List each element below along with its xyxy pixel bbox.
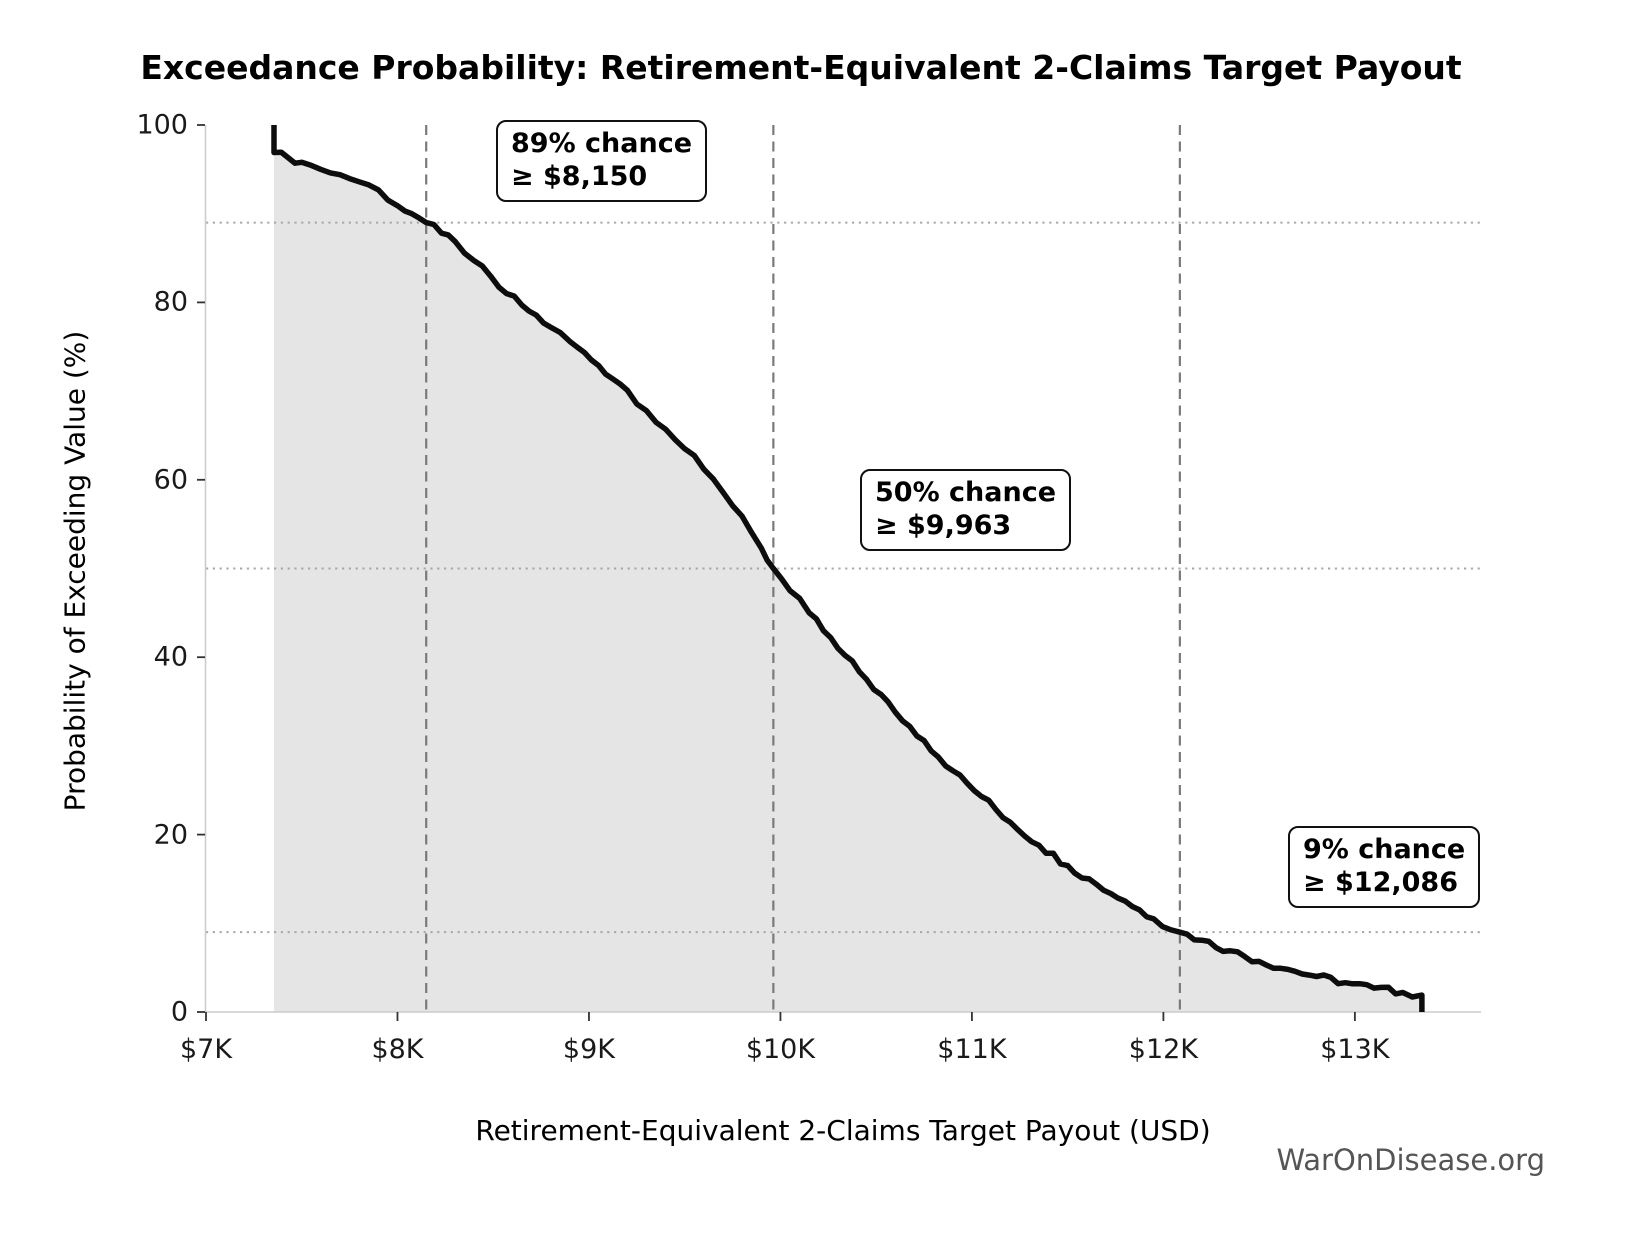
annotation-9-percent: 9% chance ≥ $12,086 [1288,826,1481,908]
x-tick-label-$7K: $7K [179,1034,233,1065]
x-tick-label-$9K: $9K [562,1034,615,1065]
x-axis-label: Retirement-Equivalent 2-Claims Target Pa… [475,1114,1211,1147]
y-tick-label-100: 100 [136,109,188,141]
annotation-50-percent: 50% chance ≥ $9,963 [860,469,1072,551]
annotation-89-line2: ≥ $8,150 [511,161,648,192]
y-tick-label-0: 0 [170,996,188,1028]
y-tick-label-80: 80 [153,286,188,318]
exceedance-fill-area [274,125,1422,1012]
x-tick-label-$13K: $13K [1320,1034,1390,1065]
annotation-89-percent: 89% chance ≥ $8,150 [496,120,708,202]
annotation-89-line1: 89% chance [511,128,693,159]
y-tick-label-20: 20 [153,819,188,851]
annotation-50-line2: ≥ $9,963 [875,510,1012,541]
exceedance-curve [271,125,1425,1012]
y-tick-label-40: 40 [153,641,188,673]
x-tick-label-$12K: $12K [1128,1034,1199,1065]
watermark-text: WarOnDisease.org [1276,1143,1545,1177]
x-tick-label-$10K: $10K [745,1034,816,1065]
y-tick-label-60: 60 [153,464,188,496]
x-tick-label-$8K: $8K [371,1034,424,1065]
y-axis-label: Probability of Exceeding Value (%) [58,330,92,812]
x-tick-label-$11K: $11K [937,1034,1007,1065]
annotation-50-line1: 50% chance [875,477,1057,508]
annotation-9-line1: 9% chance [1303,834,1466,865]
chart-title: Exceedance Probability: Retirement-Equiv… [140,48,1462,87]
annotation-9-line2: ≥ $12,086 [1303,867,1458,898]
